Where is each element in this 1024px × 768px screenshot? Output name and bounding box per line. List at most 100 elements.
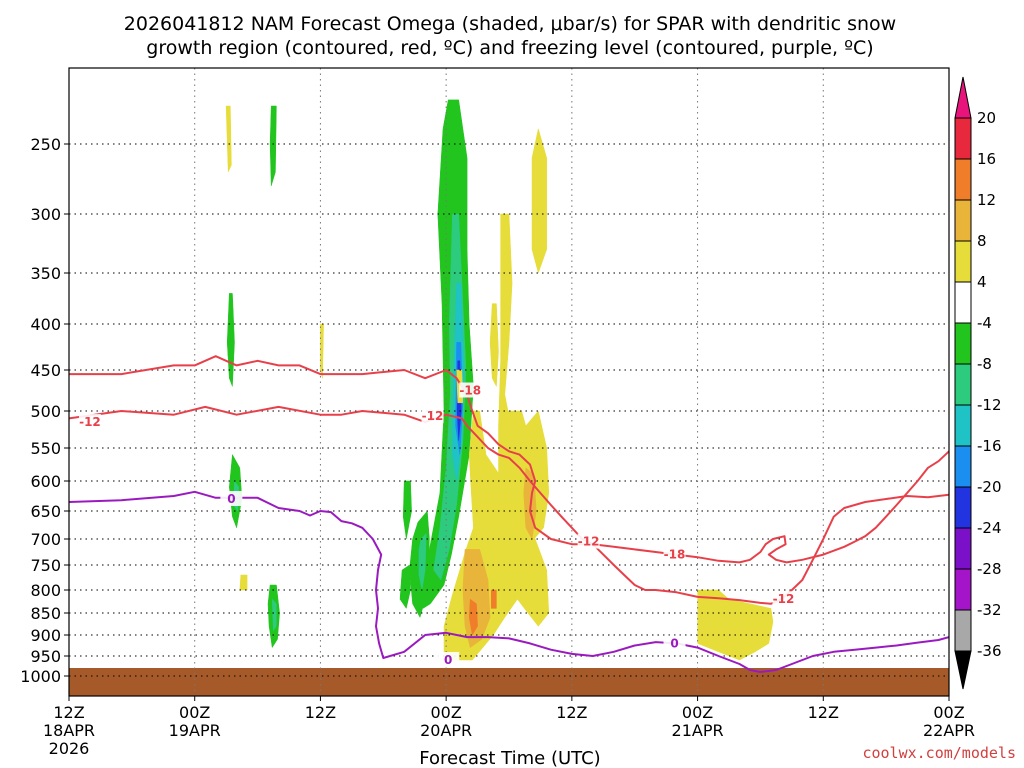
- colorbar-label--8: -8: [977, 355, 992, 373]
- ground-surface: [69, 668, 949, 696]
- colorbar-label-12: 12: [977, 191, 996, 209]
- x-tick-year: 2026: [49, 739, 90, 758]
- y-tick-label-1000: 1000: [20, 667, 61, 686]
- colorbar-label--16: -16: [977, 437, 1002, 455]
- freezing-label-3: 0: [444, 653, 452, 667]
- omega-region-yellow-15: [225, 105, 232, 173]
- freezing-level-contour: [69, 490, 761, 673]
- freezing-label-3-bg: [437, 652, 460, 667]
- grid-lines: [69, 68, 949, 696]
- colorbar: 20 16 12 8 4 -4 -8 -12 -16 -20 -24 -28 -32 -36: [954, 76, 1002, 690]
- freezing-level-contour-right: [760, 636, 949, 673]
- x-axis-label: Forecast Time (UTC): [419, 748, 600, 768]
- colorbar-bottom-arrow: [954, 650, 972, 690]
- colorbar-label--4: -4: [977, 314, 992, 332]
- x-tick-time: 00Z: [682, 703, 713, 722]
- colorbar-swatch-3: [954, 240, 972, 283]
- dgz-label-18-b: -18: [664, 548, 686, 562]
- colorbar-label--28: -28: [977, 560, 1002, 578]
- x-tick-time: 12Z: [305, 703, 336, 722]
- colorbar-label--12: -12: [977, 396, 1002, 414]
- omega-region-yellow-22: [531, 128, 547, 274]
- y-tick-label-650: 650: [30, 502, 61, 521]
- dgz-label-12-d-bg: [772, 591, 795, 607]
- colorbar-label--32: -32: [977, 601, 1002, 619]
- x-tick-date: 20APR: [420, 721, 472, 740]
- colorbar-label--36: -36: [977, 642, 1002, 660]
- x-tick-time: 12Z: [53, 703, 84, 722]
- dgz-label-12-b-bg: [421, 408, 444, 424]
- y-tick-label-950: 950: [30, 647, 61, 666]
- x-tick-time: 00Z: [430, 703, 461, 722]
- omega-region-yellow-17: [239, 574, 248, 591]
- dgz-label--12: -12: [79, 415, 101, 429]
- colorbar-swatch-6: [954, 363, 972, 406]
- colorbar-label-20: 20: [977, 109, 996, 127]
- x-tick-time: 00Z: [179, 703, 210, 722]
- omega-region-green-11: [226, 293, 235, 387]
- colorbar-top-arrow: [954, 76, 972, 119]
- y-tick-label-300: 300: [30, 205, 61, 224]
- dgz-contour--18: [69, 355, 949, 564]
- omega-region-green-8: [402, 480, 412, 540]
- colorbar-swatch-4: [954, 281, 972, 324]
- freezing-label-bg: [220, 491, 243, 506]
- y-tick-label-700: 700: [30, 530, 61, 549]
- omega-region-orange-25: [490, 589, 497, 609]
- y-tick-label-900: 900: [30, 626, 61, 645]
- y-tick-label-450: 450: [30, 361, 61, 380]
- y-tick-label-550: 550: [30, 439, 61, 458]
- colorbar-label--24: -24: [977, 519, 1002, 537]
- colorbar-label-4: 4: [977, 273, 987, 291]
- colorbar-label-16: 16: [977, 150, 996, 168]
- y-tick-label-800: 800: [30, 581, 61, 600]
- y-tick-label-250: 250: [30, 135, 61, 154]
- dgz-label-12-d: -12: [773, 592, 795, 606]
- colorbar-swatch-5: [954, 322, 972, 365]
- dgz-label--18-bg: [459, 382, 482, 398]
- colorbar-label-8: 8: [977, 232, 987, 250]
- freezing-label-2-bg: [663, 635, 686, 651]
- omega-region-gold-23: [462, 549, 491, 649]
- freezing-label: 0: [227, 492, 235, 506]
- y-tick-label-350: 350: [30, 264, 61, 283]
- y-axis-ticks: 250 300 350 400 450 500 550 600 650 700 750 800 850 9…: [20, 135, 69, 686]
- colorbar-swatch-1: [954, 158, 972, 201]
- omega-shading: [225, 99, 774, 661]
- y-tick-label-600: 600: [30, 472, 61, 491]
- colorbar-swatch-0: [954, 117, 972, 160]
- y-tick-label-750: 750: [30, 556, 61, 575]
- omega-region-seafoam-13: [271, 598, 277, 632]
- colorbar-swatch-9: [954, 486, 972, 529]
- credit-text: coolwx.com/models: [862, 744, 1016, 762]
- plot-frame: [68, 67, 950, 697]
- colorbar-label--20: -20: [977, 478, 1002, 496]
- freezing-label-2: 0: [670, 636, 678, 650]
- colorbar-swatch-8: [954, 445, 972, 488]
- dgz-label-12-c: -12: [578, 535, 600, 549]
- y-tick-label-400: 400: [30, 315, 61, 334]
- omega-region-green-7: [399, 564, 411, 610]
- dgz-label-12-c-bg: [577, 533, 600, 549]
- chart-title-line2: growth region (contoured, red, ºC) and f…: [146, 37, 873, 59]
- colorbar-swatch-7: [954, 404, 972, 447]
- colorbar-swatch-12: [954, 609, 972, 652]
- contours: -12 -18 0 0 -12 -12 -12 -18 0: [69, 355, 949, 673]
- y-tick-label-500: 500: [30, 402, 61, 421]
- omega-region-green-14: [269, 105, 277, 187]
- colorbar-swatch-10: [954, 527, 972, 570]
- x-tick-date: 21APR: [672, 721, 724, 740]
- dgz-label--18: -18: [459, 384, 481, 398]
- y-tick-label-850: 850: [30, 604, 61, 623]
- dgz-label-18-b-bg: [663, 546, 686, 562]
- x-tick-date: 19APR: [169, 721, 221, 740]
- dgz-label--12-bg: [78, 414, 101, 430]
- omega-region-yellow-21: [498, 213, 550, 550]
- x-tick-time: 12Z: [808, 703, 839, 722]
- colorbar-swatch-2: [954, 199, 972, 242]
- chart-title-line1: 2026041812 NAM Forecast Omega (shaded, μ…: [124, 13, 896, 35]
- x-tick-date: 22APR: [923, 721, 975, 740]
- x-tick-time: 12Z: [556, 703, 587, 722]
